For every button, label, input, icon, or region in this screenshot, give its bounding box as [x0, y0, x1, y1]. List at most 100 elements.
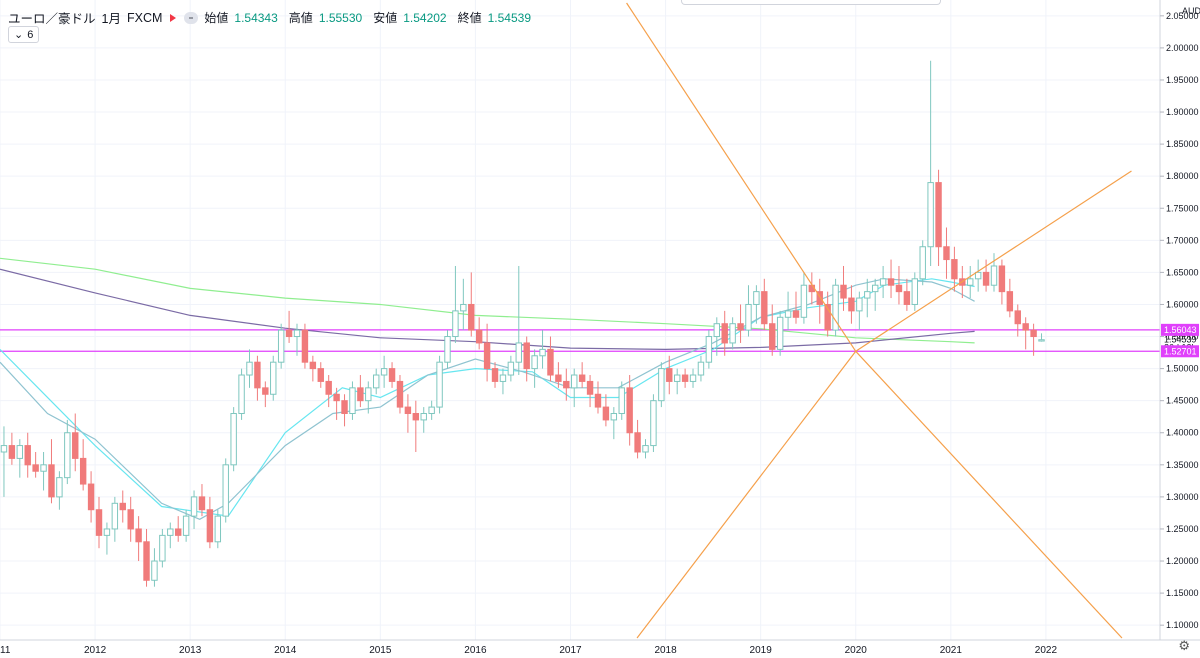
candle-body [285, 329, 293, 338]
candle [594, 381, 602, 414]
price-label-bg [1161, 323, 1199, 336]
candle-body [475, 329, 483, 344]
x-tick-label: 2014 [274, 645, 297, 656]
candle [586, 375, 594, 408]
candle-body [341, 400, 348, 415]
interval-label[interactable]: 1月 [101, 12, 121, 26]
candle-body [365, 387, 372, 402]
candle [214, 509, 222, 549]
candle [792, 291, 800, 324]
candle-body [515, 342, 522, 363]
candle-body [586, 380, 594, 395]
candle [270, 355, 277, 401]
candle [79, 439, 87, 491]
chart-grid [0, 0, 1160, 640]
y-tick-label: 1.30000 [1166, 492, 1199, 502]
candle [563, 368, 570, 401]
candle [824, 291, 831, 337]
candle-body [436, 361, 443, 408]
ohlc-high-value: 1.55530 [318, 10, 363, 25]
candle-body [79, 457, 87, 485]
candle [293, 323, 301, 356]
candle-body [143, 541, 150, 581]
candle-body [689, 374, 697, 382]
candle [705, 330, 713, 369]
candle [998, 259, 1006, 305]
candle-body [317, 368, 324, 382]
candle [412, 400, 420, 452]
symbol-name[interactable]: ユーロ／豪ドル [8, 12, 96, 26]
candle [87, 471, 95, 523]
ohlc-open-label: 始値 [204, 11, 229, 25]
candle-body [32, 464, 39, 472]
candle-body [864, 291, 871, 299]
price-label: 1.52701 [1164, 346, 1197, 356]
candle-body [499, 374, 507, 382]
candle-body [1022, 323, 1029, 331]
candle [784, 291, 792, 331]
candle-body [301, 329, 309, 363]
candle-body [230, 413, 237, 466]
candle-body [753, 291, 760, 305]
candle [64, 419, 71, 485]
candle-body [713, 323, 720, 338]
candle-body [681, 374, 689, 382]
candle-body [1038, 339, 1045, 342]
candle-body [48, 464, 55, 498]
candle [523, 336, 530, 382]
ohlc-high-label: 高値 [288, 11, 313, 25]
y-tick-label: 1.80000 [1166, 171, 1199, 181]
candle [982, 259, 990, 292]
ohlc-close-value: 1.54539 [487, 10, 532, 25]
candle [428, 400, 435, 420]
candle [483, 323, 491, 382]
candle-body [856, 297, 863, 312]
candle-body [919, 246, 926, 280]
candles [0, 60, 1045, 587]
trend-line [626, 2, 857, 352]
y-tick-label: 1.50000 [1166, 364, 1199, 374]
candle [198, 484, 206, 517]
y-tick-label: 2.05000 [1166, 11, 1199, 21]
candle [174, 516, 182, 542]
y-tick-label: 1.10000 [1166, 620, 1199, 630]
candle-body [571, 374, 578, 389]
candle [420, 407, 427, 433]
candle [103, 522, 111, 555]
candle-body [103, 528, 111, 536]
x-tick-label: 2021 [940, 645, 963, 656]
candle [1006, 278, 1014, 318]
candle-body [412, 413, 420, 421]
candle [729, 317, 736, 350]
candle-body [998, 265, 1006, 293]
candle [602, 394, 610, 427]
y-tick-label: 1.65000 [1166, 267, 1199, 277]
candle-body [24, 445, 31, 466]
y-tick-label: 1.25000 [1166, 524, 1199, 534]
candle-body [190, 496, 198, 517]
candle [571, 368, 578, 408]
candle-body [182, 515, 190, 536]
candle-body [206, 509, 214, 543]
candle [452, 265, 459, 343]
candle-body [380, 368, 388, 376]
candle [365, 381, 372, 414]
indicators-toggle-button[interactable]: ⌄ 6 [8, 26, 40, 43]
gear-icon[interactable]: ⚙ [1178, 638, 1190, 653]
x-tick-label: 2019 [750, 645, 773, 656]
candle-body [951, 259, 958, 280]
candle-body [563, 380, 570, 389]
flag-icon[interactable] [170, 13, 177, 22]
candle [285, 310, 293, 343]
candle [531, 349, 538, 388]
candle-body [769, 323, 776, 350]
time-axis: 11 2012 2013 2014 2015 2016 2017 2018 2019 2020 20… [0, 639, 1200, 656]
candle-body [357, 387, 364, 402]
candle [396, 375, 404, 414]
candle-body [246, 361, 253, 376]
top-toolbar-handle[interactable] [681, 0, 941, 5]
eye-icon[interactable] [184, 11, 199, 24]
candle-body [943, 246, 950, 261]
candle [642, 439, 649, 459]
